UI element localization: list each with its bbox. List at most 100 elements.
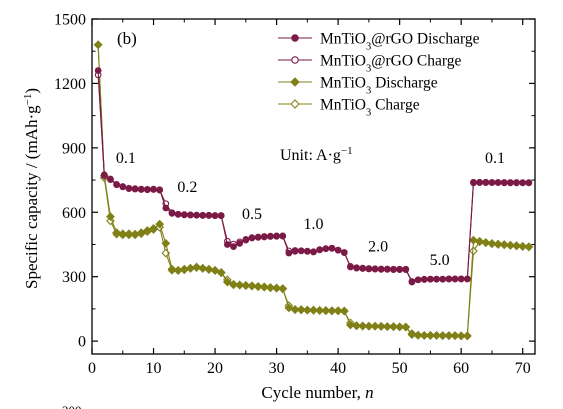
data-point-mt_discharge: [179, 264, 189, 274]
legend-label: MnTiO3@rGO Charge: [320, 53, 462, 75]
data-point-mt_discharge: [339, 306, 349, 316]
data-point-rgo_discharge: [353, 264, 360, 272]
data-point-mt_discharge: [419, 330, 429, 340]
data-point-rgo_discharge: [291, 248, 299, 255]
data-point-mt_discharge: [524, 242, 534, 252]
data-point-rgo_discharge: [347, 263, 354, 271]
data-point-mt_discharge: [210, 265, 220, 275]
data-point-rgo_discharge: [396, 266, 403, 273]
y-tick-label: 300: [62, 269, 86, 286]
data-point-mt_discharge: [444, 331, 454, 340]
data-point-mt_discharge: [112, 228, 121, 238]
data-point-rgo_discharge: [150, 185, 157, 193]
data-point-rgo_discharge: [174, 211, 182, 218]
data-point-rgo_discharge: [156, 186, 164, 194]
data-point-mt_discharge: [364, 321, 374, 331]
x-tick-label: 60: [453, 360, 469, 377]
data-point-rgo_discharge: [365, 265, 373, 273]
legend-item-mt_discharge: MnTiO3 Discharge: [278, 75, 438, 97]
data-point-rgo_discharge: [100, 171, 108, 179]
panel-label: (b): [117, 29, 137, 48]
data-point-rgo_discharge: [230, 243, 237, 250]
data-point-rgo_discharge: [162, 204, 170, 212]
data-point-mt_discharge: [432, 330, 441, 340]
rate-label: 0.5: [242, 206, 262, 223]
data-point-mt_discharge: [370, 321, 380, 331]
data-point-rgo_discharge: [482, 178, 490, 186]
data-point-rgo_discharge: [340, 249, 348, 256]
data-point-rgo_discharge: [390, 266, 397, 273]
data-point-mt_discharge: [155, 219, 165, 229]
data-point-mt_discharge: [487, 239, 497, 248]
data-point-mt_discharge: [333, 306, 343, 315]
y-tick-label: 0: [78, 334, 86, 351]
data-point-mt_discharge: [241, 280, 251, 290]
data-point-rgo_discharge: [267, 233, 274, 240]
data-point-mt_discharge: [229, 279, 238, 289]
data-point-rgo_discharge: [260, 233, 268, 241]
data-point-rgo_discharge: [519, 179, 527, 186]
data-point-mt_discharge: [247, 281, 257, 291]
data-point-mt_discharge: [167, 264, 177, 274]
data-point-rgo_discharge: [525, 179, 533, 186]
data-point-mt_discharge: [284, 303, 294, 313]
data-point-mt_discharge: [278, 284, 288, 293]
data-point-mt_discharge: [475, 236, 485, 246]
data-point-rgo_discharge: [168, 209, 176, 217]
data-point-rgo_discharge: [322, 245, 330, 253]
x-tick-label: 30: [269, 360, 285, 377]
x-tick-label: 50: [392, 360, 408, 377]
data-point-rgo_discharge: [180, 211, 188, 219]
x-tick-label: 70: [515, 360, 531, 377]
data-point-rgo_discharge: [513, 179, 520, 186]
data-point-mt_discharge: [315, 305, 325, 315]
y-tick-label: 900: [62, 140, 86, 157]
data-point-mt_discharge: [173, 265, 183, 275]
data-point-rgo_discharge: [297, 247, 305, 255]
data-point-mt_discharge: [456, 331, 466, 341]
data-point-mt_discharge: [321, 306, 331, 315]
data-point-rgo_discharge: [371, 265, 379, 273]
data-point-mt_discharge: [235, 280, 245, 290]
data-point-rgo_discharge: [248, 234, 256, 242]
data-point-rgo_discharge: [303, 248, 311, 255]
legend-label: MnTiO3 Discharge: [320, 75, 438, 97]
data-point-rgo_discharge: [187, 211, 194, 219]
data-point-mt_discharge: [506, 240, 515, 250]
data-point-rgo_discharge: [273, 232, 280, 240]
rate-label: 1.0: [304, 216, 324, 233]
data-point-rgo_discharge: [310, 248, 317, 256]
data-point-rgo_discharge: [94, 67, 102, 74]
data-point-mt_discharge: [302, 305, 312, 315]
annotations: (b)Unit: A·g−10.10.20.51.02.05.00.1200: [62, 29, 505, 409]
data-point-rgo_discharge: [433, 275, 440, 283]
legend-item-rgo_charge: MnTiO3@rGO Charge: [278, 53, 462, 75]
x-tick-label: 10: [146, 360, 162, 377]
x-tick-label: 20: [207, 360, 223, 377]
data-point-mt_discharge: [222, 277, 232, 287]
legend-marker: [291, 56, 299, 64]
data-point-rgo_discharge: [445, 275, 453, 283]
data-point-mt_discharge: [481, 237, 491, 247]
data-point-rgo_discharge: [316, 246, 324, 254]
data-point-rgo_discharge: [427, 275, 434, 283]
x-tick-label: 40: [330, 360, 346, 377]
data-point-rgo_discharge: [211, 212, 219, 220]
legend-marker: [290, 99, 300, 109]
data-point-mt_discharge: [149, 223, 158, 233]
data-point-mt_discharge: [499, 240, 509, 249]
data-point-mt_discharge: [426, 330, 435, 340]
data-point-mt_discharge: [346, 320, 355, 330]
data-point-rgo_discharge: [205, 212, 213, 219]
data-point-rgo_discharge: [377, 266, 385, 273]
data-point-rgo_discharge: [494, 179, 502, 186]
data-point-rgo_discharge: [144, 185, 151, 193]
data-point-rgo_discharge: [470, 178, 477, 186]
rate-label: 2.0: [368, 238, 388, 255]
data-point-mt_discharge: [395, 322, 405, 332]
data-point-mt_discharge: [192, 262, 201, 272]
data-point-mt_discharge: [259, 282, 269, 292]
plot-frame: [91, 18, 536, 355]
rate-label: 5.0: [430, 252, 450, 269]
